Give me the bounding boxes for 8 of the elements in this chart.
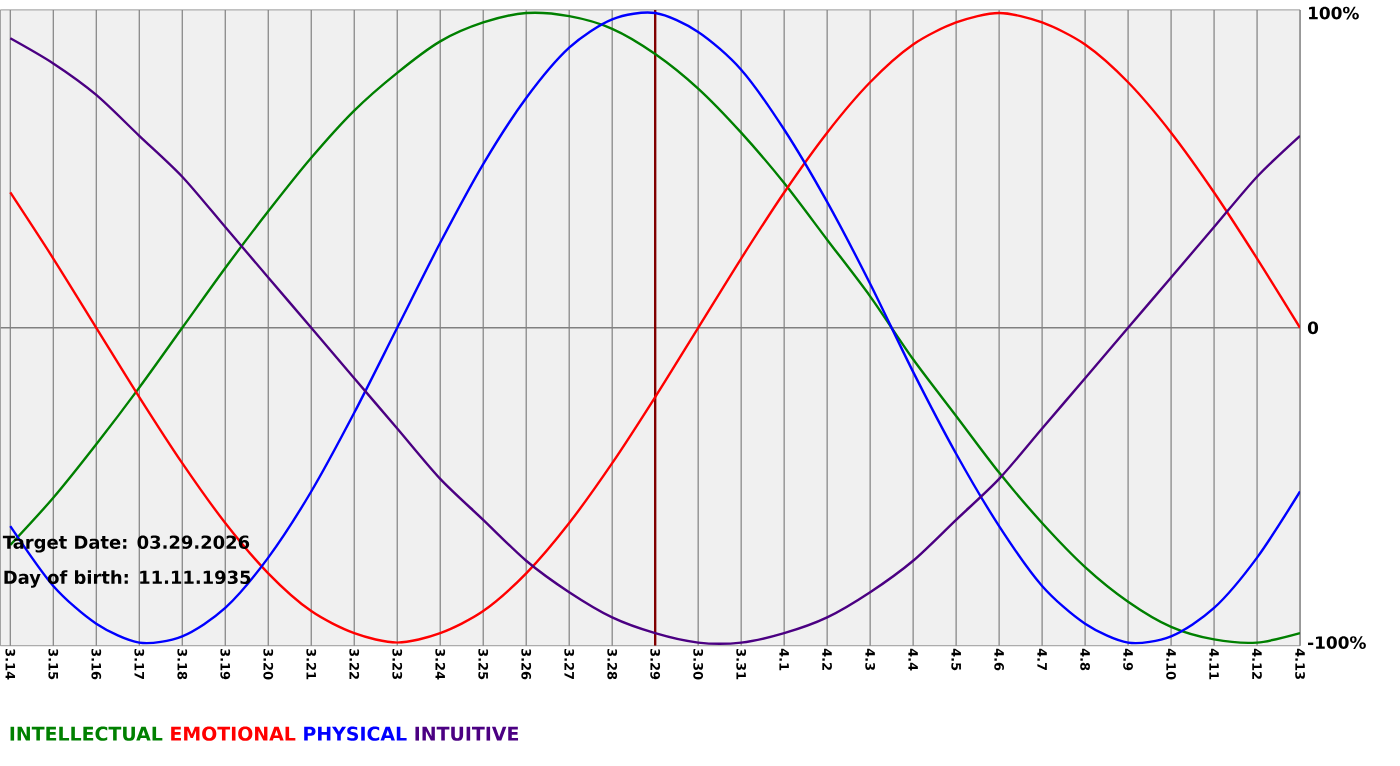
text: EMOTIONAL (171, 726, 296, 742)
y-tick-label: 0 (1307, 321, 1319, 335)
text: PHYSICAL (304, 726, 407, 742)
text: INTUITIVE (415, 726, 519, 742)
text: INTELLECTUAL (10, 726, 163, 742)
y-tick-label: 100% (1309, 6, 1359, 20)
y-tick-label: -100% (1308, 636, 1366, 650)
annotation: Day of birth: 11.11.1935 (4, 570, 251, 588)
